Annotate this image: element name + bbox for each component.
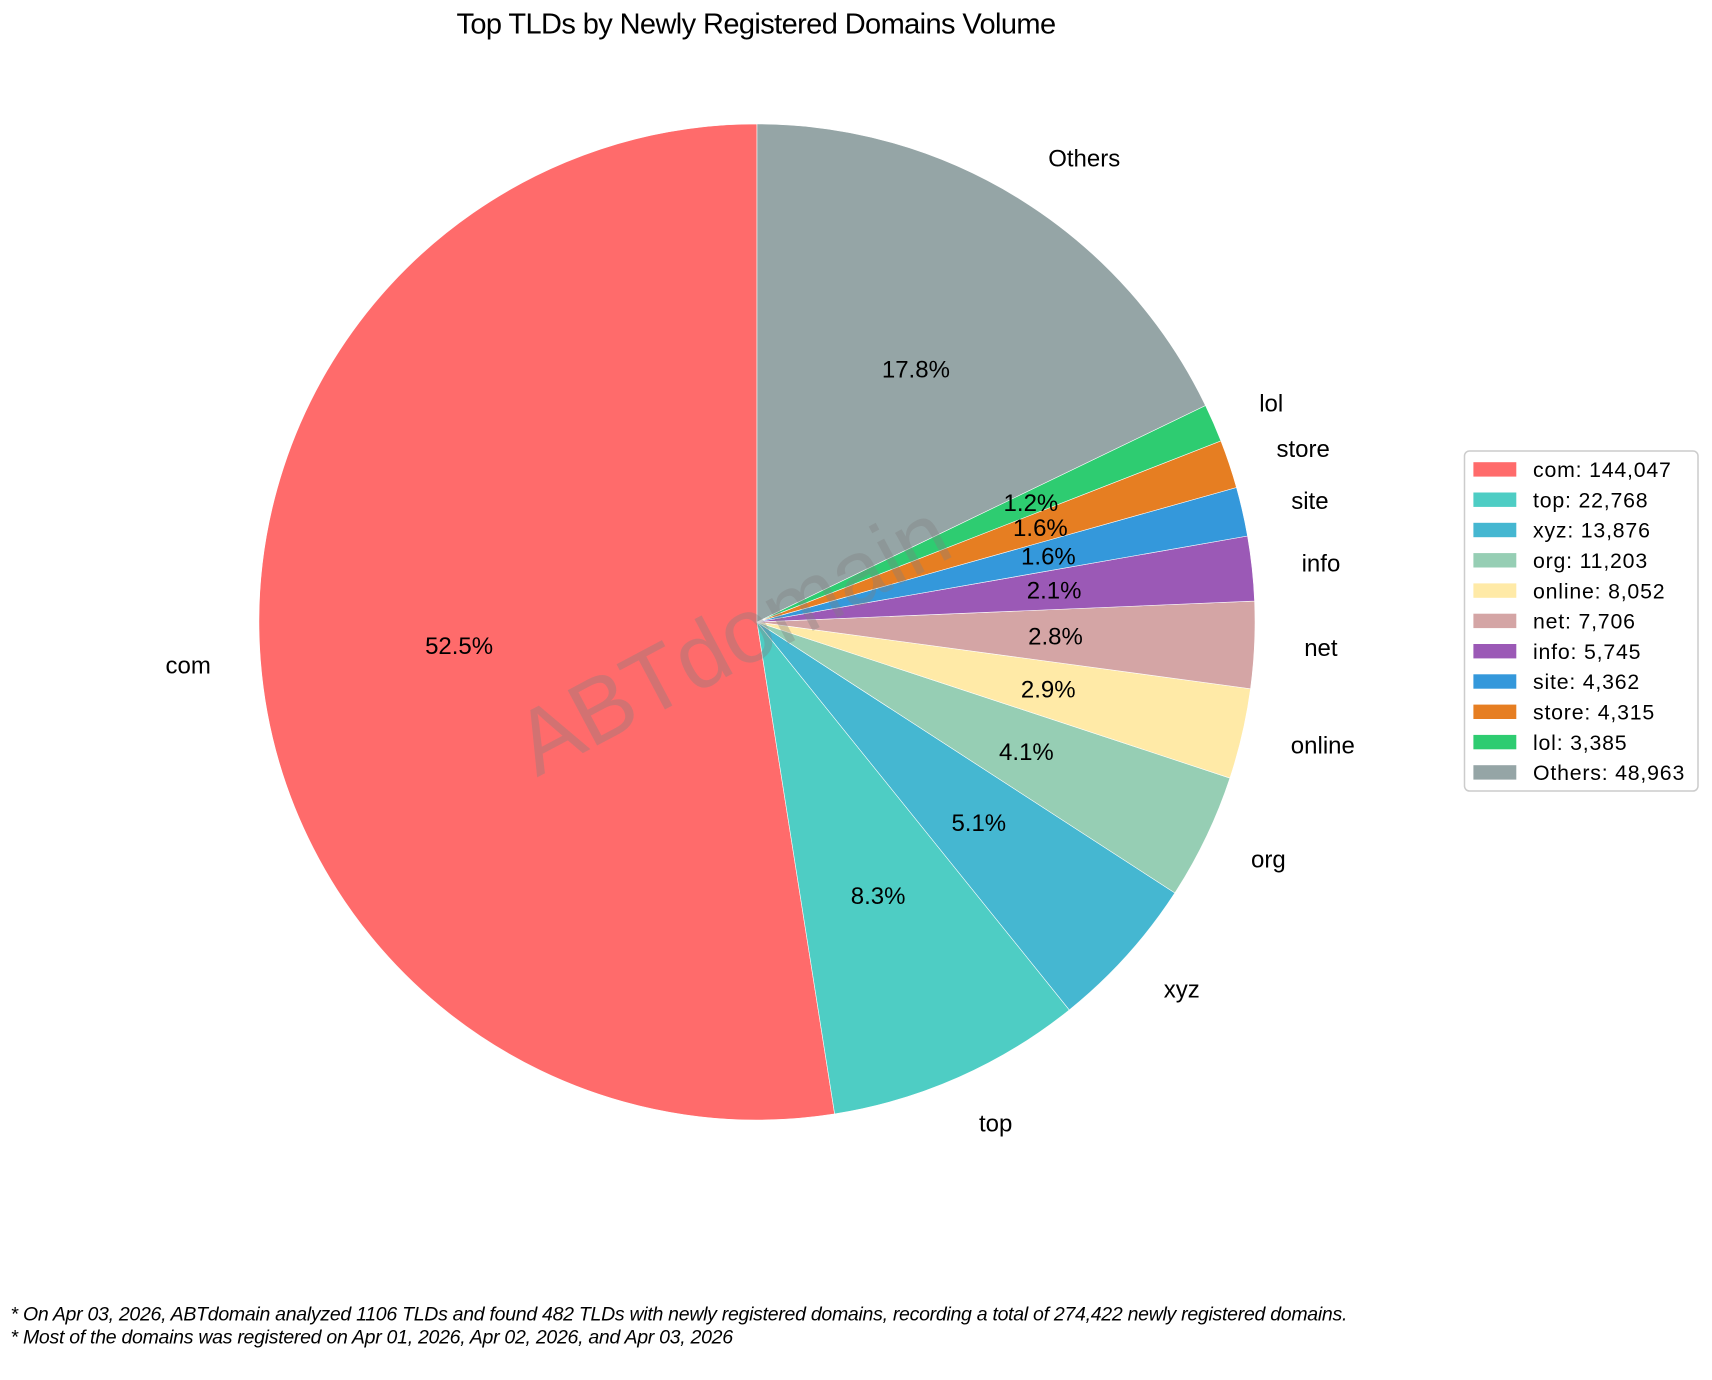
svg-text:net: 7,706: net: 7,706	[1533, 610, 1636, 634]
svg-text:top: 22,768: top: 22,768	[1533, 488, 1648, 512]
svg-text:online: online	[1291, 733, 1355, 760]
svg-text:xyz: 13,876: xyz: 13,876	[1533, 519, 1651, 543]
svg-text:com: com	[166, 652, 211, 679]
svg-text:info: 5,745: info: 5,745	[1533, 640, 1641, 664]
svg-text:online: 8,052: online: 8,052	[1533, 579, 1665, 603]
svg-text:top: top	[979, 1110, 1012, 1137]
svg-text:* Most of the domains was regi: * Most of the domains was registered on …	[11, 1327, 734, 1349]
svg-text:Top TLDs by Newly Registered D: Top TLDs by Newly Registered Domains Vol…	[456, 9, 1055, 41]
svg-text:com: 144,047: com: 144,047	[1533, 458, 1672, 482]
svg-text:lol: lol	[1259, 391, 1283, 418]
svg-text:1.6%: 1.6%	[1021, 543, 1076, 570]
svg-text:Others: 48,963: Others: 48,963	[1533, 761, 1685, 785]
svg-text:Others: Others	[1048, 146, 1120, 173]
svg-text:2.9%: 2.9%	[1021, 677, 1076, 704]
svg-text:org: org	[1251, 846, 1286, 873]
svg-text:net: net	[1304, 635, 1338, 662]
svg-text:1.2%: 1.2%	[1004, 490, 1059, 517]
svg-text:52.5%: 52.5%	[425, 633, 493, 660]
svg-text:2.8%: 2.8%	[1028, 623, 1083, 650]
svg-text:site: 4,362: site: 4,362	[1533, 670, 1640, 694]
svg-text:xyz: xyz	[1164, 977, 1200, 1004]
svg-text:17.8%: 17.8%	[882, 357, 950, 384]
svg-text:info: info	[1302, 551, 1341, 578]
svg-text:store: store	[1277, 436, 1330, 463]
svg-text:site: site	[1291, 488, 1328, 515]
svg-text:8.3%: 8.3%	[851, 883, 906, 910]
svg-text:2.1%: 2.1%	[1027, 578, 1082, 605]
svg-text:store: 4,315: store: 4,315	[1533, 700, 1655, 724]
svg-text:* On Apr 03, 2026, ABTdomain a: * On Apr 03, 2026, ABTdomain analyzed 11…	[11, 1304, 1348, 1326]
svg-text:1.6%: 1.6%	[1013, 515, 1068, 542]
svg-text:5.1%: 5.1%	[951, 810, 1006, 837]
svg-text:4.1%: 4.1%	[999, 739, 1054, 766]
svg-text:lol: 3,385: lol: 3,385	[1533, 731, 1627, 755]
svg-text:org: 11,203: org: 11,203	[1533, 549, 1648, 573]
